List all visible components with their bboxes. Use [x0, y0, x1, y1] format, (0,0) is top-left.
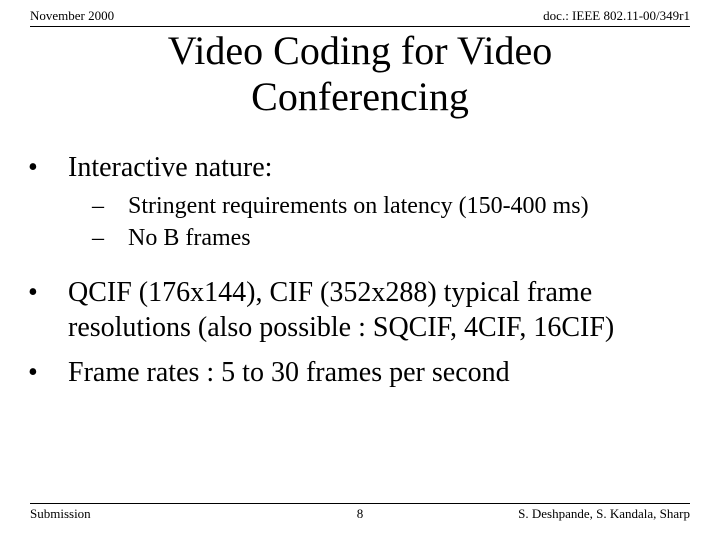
slide-title: Video Coding for Video Conferencing — [0, 28, 720, 120]
slide-content: Interactive nature: Stringent requiremen… — [40, 140, 680, 396]
title-line-1: Video Coding for Video — [168, 28, 552, 73]
subbullet-latency: Stringent requirements on latency (150-4… — [40, 191, 680, 221]
subbullet-no-b-frames: No B frames — [40, 223, 680, 253]
footer-page-number: 8 — [30, 506, 690, 522]
slide-footer: Submission 8 S. Deshpande, S. Kandala, S… — [30, 503, 690, 522]
bullet-frame-rates: Frame rates : 5 to 30 frames per second — [40, 355, 680, 390]
spacer — [40, 255, 680, 265]
header-date: November 2000 — [30, 8, 114, 24]
slide-header: November 2000 doc.: IEEE 802.11-00/349r1 — [30, 8, 690, 27]
bullet-interactive-nature: Interactive nature: — [40, 150, 680, 185]
slide: November 2000 doc.: IEEE 802.11-00/349r1… — [0, 0, 720, 540]
title-line-2: Conferencing — [251, 74, 469, 119]
header-docnum: doc.: IEEE 802.11-00/349r1 — [543, 8, 690, 24]
bullet-resolutions: QCIF (176x144), CIF (352x288) typical fr… — [40, 275, 680, 345]
